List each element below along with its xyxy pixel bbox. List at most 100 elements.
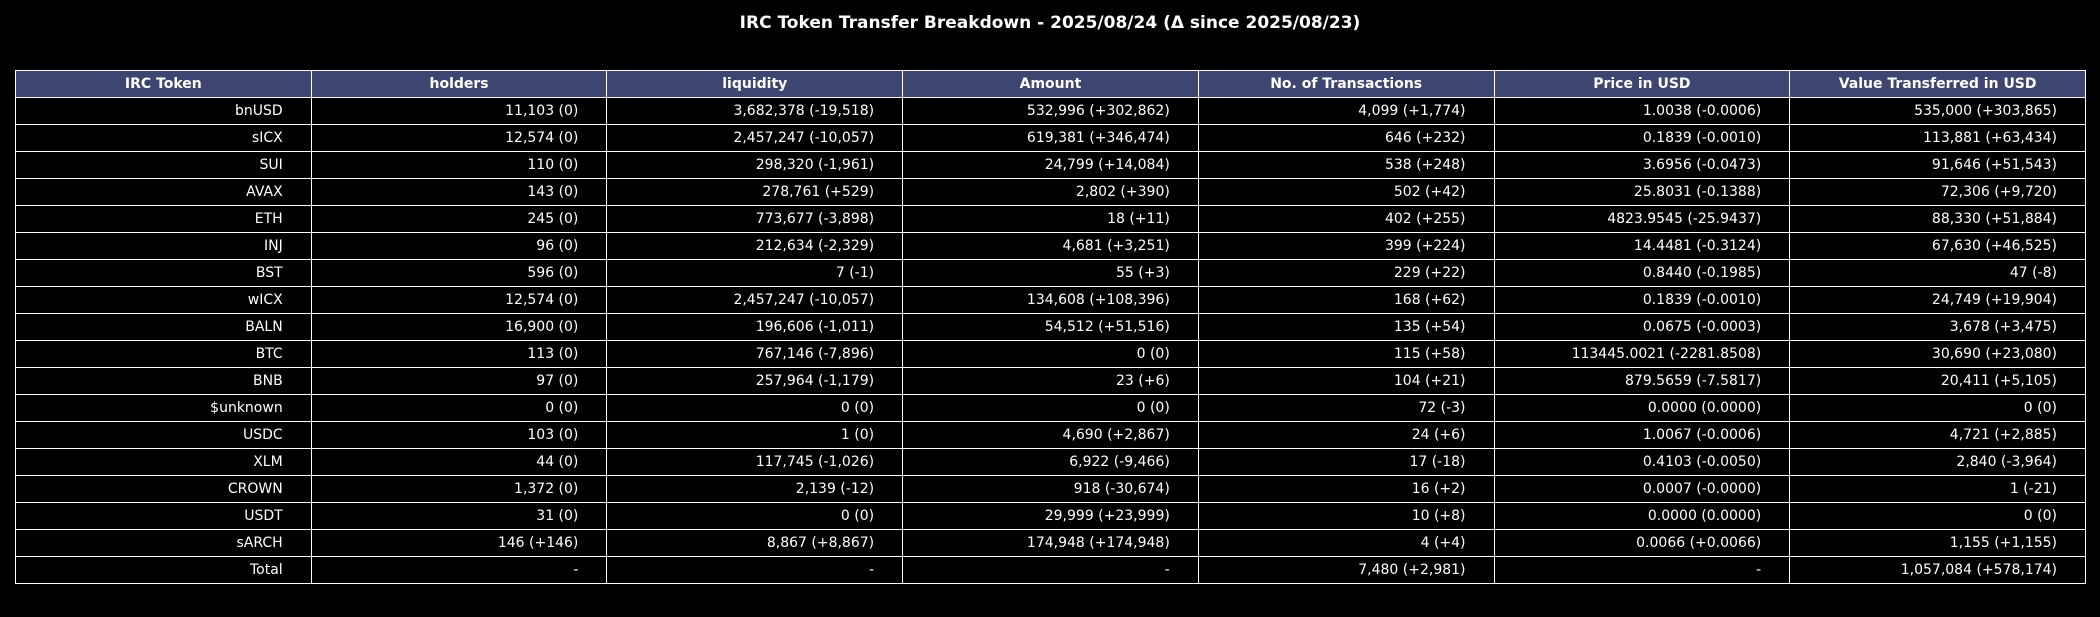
table-cell: 11,103 (0)	[310, 97, 608, 125]
table-cell: 54,512 (+51,516)	[902, 313, 1199, 341]
table-cell: ETH	[15, 205, 312, 233]
table-cell: 97 (0)	[310, 367, 608, 395]
table-cell: 0.0000 (0.0000)	[1493, 502, 1791, 530]
column-header: Value Transferred in USD	[1789, 70, 2086, 98]
table-cell: 4823.9545 (-25.9437)	[1493, 205, 1791, 233]
token-transfer-table: IRC Token holders liquidity Amount No. of Tr…	[15, 70, 2086, 584]
table-cell: 0.8440 (-0.1985)	[1493, 259, 1791, 287]
table-cell: BNB	[15, 367, 312, 395]
table-cell: AVAX	[15, 178, 312, 206]
table-cell: 134,608 (+108,396)	[902, 286, 1199, 314]
table-row: SUI 110 (0) 298,320 (-1,961) 24,799 (+14,08…	[15, 151, 2086, 179]
table-cell: BST	[15, 259, 312, 287]
table-cell: 399 (+224)	[1197, 232, 1495, 260]
table-body: bnUSD 11,103 (0) 3,682,378 (-19,518) 532,99…	[15, 97, 2086, 584]
table-cell: 1.0067 (-0.0006)	[1493, 421, 1791, 449]
table-cell: 767,146 (-7,896)	[606, 340, 904, 368]
column-header: No. of Transactions	[1197, 70, 1495, 98]
table-cell: 257,964 (-1,179)	[606, 367, 904, 395]
table-row: ETH 245 (0) 773,677 (-3,898) 18 (+11) 402 (+…	[15, 205, 2086, 233]
table-cell: 0.4103 (-0.0050)	[1493, 448, 1791, 476]
table-cell: 0 (0)	[606, 502, 904, 530]
table-cell: 113445.0021 (-2281.8508)	[1493, 340, 1791, 368]
column-header: liquidity	[606, 70, 904, 98]
table-cell: 298,320 (-1,961)	[606, 151, 904, 179]
table-cell: 174,948 (+174,948)	[902, 529, 1199, 557]
table-cell: 646 (+232)	[1197, 124, 1495, 152]
table-cell: 0 (0)	[1789, 502, 2086, 530]
table-cell: 879.5659 (-7.5817)	[1493, 367, 1791, 395]
table-row: INJ 96 (0) 212,634 (-2,329) 4,681 (+3,251) 3…	[15, 232, 2086, 260]
table-cell: 143 (0)	[310, 178, 608, 206]
table-cell: 96 (0)	[310, 232, 608, 260]
table-cell: USDC	[15, 421, 312, 449]
table-row: $unknown 0 (0) 0 (0) 0 (0) 72 (-3) 0.0000 (0.…	[15, 394, 2086, 422]
table-cell: 212,634 (-2,329)	[606, 232, 904, 260]
table-cell: 918 (-30,674)	[902, 475, 1199, 503]
table-cell: 4,681 (+3,251)	[902, 232, 1199, 260]
table-cell: 196,606 (-1,011)	[606, 313, 904, 341]
table-cell: 24,799 (+14,084)	[902, 151, 1199, 179]
table-cell: 12,574 (0)	[310, 286, 608, 314]
table-cell: 535,000 (+303,865)	[1789, 97, 2086, 125]
table-row: BNB 97 (0) 257,964 (-1,179) 23 (+6) 104 (+21…	[15, 367, 2086, 395]
table-cell: 91,646 (+51,543)	[1789, 151, 2086, 179]
table-cell: 115 (+58)	[1197, 340, 1495, 368]
table-row: BTC 113 (0) 767,146 (-7,896) 0 (0) 115 (+58)…	[15, 340, 2086, 368]
table-cell: BTC	[15, 340, 312, 368]
table-cell: 1 (0)	[606, 421, 904, 449]
table-cell: 0.0000 (0.0000)	[1493, 394, 1791, 422]
table-cell: 538 (+248)	[1197, 151, 1495, 179]
table-cell: 20,411 (+5,105)	[1789, 367, 2086, 395]
table-cell: 0 (0)	[902, 340, 1199, 368]
table-cell: 23 (+6)	[902, 367, 1199, 395]
table-cell: XLM	[15, 448, 312, 476]
table-cell: 245 (0)	[310, 205, 608, 233]
table-cell: 2,457,247 (-10,057)	[606, 124, 904, 152]
table-row: bnUSD 11,103 (0) 3,682,378 (-19,518) 532,99…	[15, 97, 2086, 125]
table-cell: 24,749 (+19,904)	[1789, 286, 2086, 314]
table-cell: 14.4481 (-0.3124)	[1493, 232, 1791, 260]
table-cell: 4 (+4)	[1197, 529, 1495, 557]
table-row: CROWN 1,372 (0) 2,139 (-12) 918 (-30,674) 16…	[15, 475, 2086, 503]
table-cell: 4,099 (+1,774)	[1197, 97, 1495, 125]
table-cell: 278,761 (+529)	[606, 178, 904, 206]
table-cell: -	[310, 556, 608, 584]
table-cell: 7,480 (+2,981)	[1197, 556, 1495, 584]
table-cell: 104 (+21)	[1197, 367, 1495, 395]
table-cell: INJ	[15, 232, 312, 260]
table-row: XLM 44 (0) 117,745 (-1,026) 6,922 (-9,466) 1…	[15, 448, 2086, 476]
table-cell: 402 (+255)	[1197, 205, 1495, 233]
table-cell: 1.0038 (-0.0006)	[1493, 97, 1791, 125]
table-cell: 3,682,378 (-19,518)	[606, 97, 904, 125]
table-row: USDT 31 (0) 0 (0) 29,999 (+23,999) 10 (+8) 0.…	[15, 502, 2086, 530]
table-row: sICX 12,574 (0) 2,457,247 (-10,057) 619,381…	[15, 124, 2086, 152]
table-cell: 135 (+54)	[1197, 313, 1495, 341]
table-cell: -	[606, 556, 904, 584]
column-header: IRC Token	[15, 70, 312, 98]
table-cell: 2,139 (-12)	[606, 475, 904, 503]
table-row: wICX 12,574 (0) 2,457,247 (-10,057) 134,608…	[15, 286, 2086, 314]
table-row: BST 596 (0) 7 (-1) 55 (+3) 229 (+22) 0.8440 (…	[15, 259, 2086, 287]
table-cell: $unknown	[15, 394, 312, 422]
table-cell: 1 (-21)	[1789, 475, 2086, 503]
table-cell: 0.0066 (+0.0066)	[1493, 529, 1791, 557]
table-cell: bnUSD	[15, 97, 312, 125]
table-cell: 72,306 (+9,720)	[1789, 178, 2086, 206]
table-cell: 532,996 (+302,862)	[902, 97, 1199, 125]
table-cell: Total	[15, 556, 312, 584]
table-cell: 2,457,247 (-10,057)	[606, 286, 904, 314]
table-cell: 619,381 (+346,474)	[902, 124, 1199, 152]
table-cell: 29,999 (+23,999)	[902, 502, 1199, 530]
table-cell: 0 (0)	[1789, 394, 2086, 422]
table-cell: 10 (+8)	[1197, 502, 1495, 530]
table-cell: 0.1839 (-0.0010)	[1493, 286, 1791, 314]
table-cell: SUI	[15, 151, 312, 179]
table-cell: 72 (-3)	[1197, 394, 1495, 422]
column-header: holders	[310, 70, 608, 98]
table-cell: 4,690 (+2,867)	[902, 421, 1199, 449]
table-cell: 110 (0)	[310, 151, 608, 179]
table-cell: 3.6956 (-0.0473)	[1493, 151, 1791, 179]
table-cell: 2,840 (-3,964)	[1789, 448, 2086, 476]
table-cell: 596 (0)	[310, 259, 608, 287]
